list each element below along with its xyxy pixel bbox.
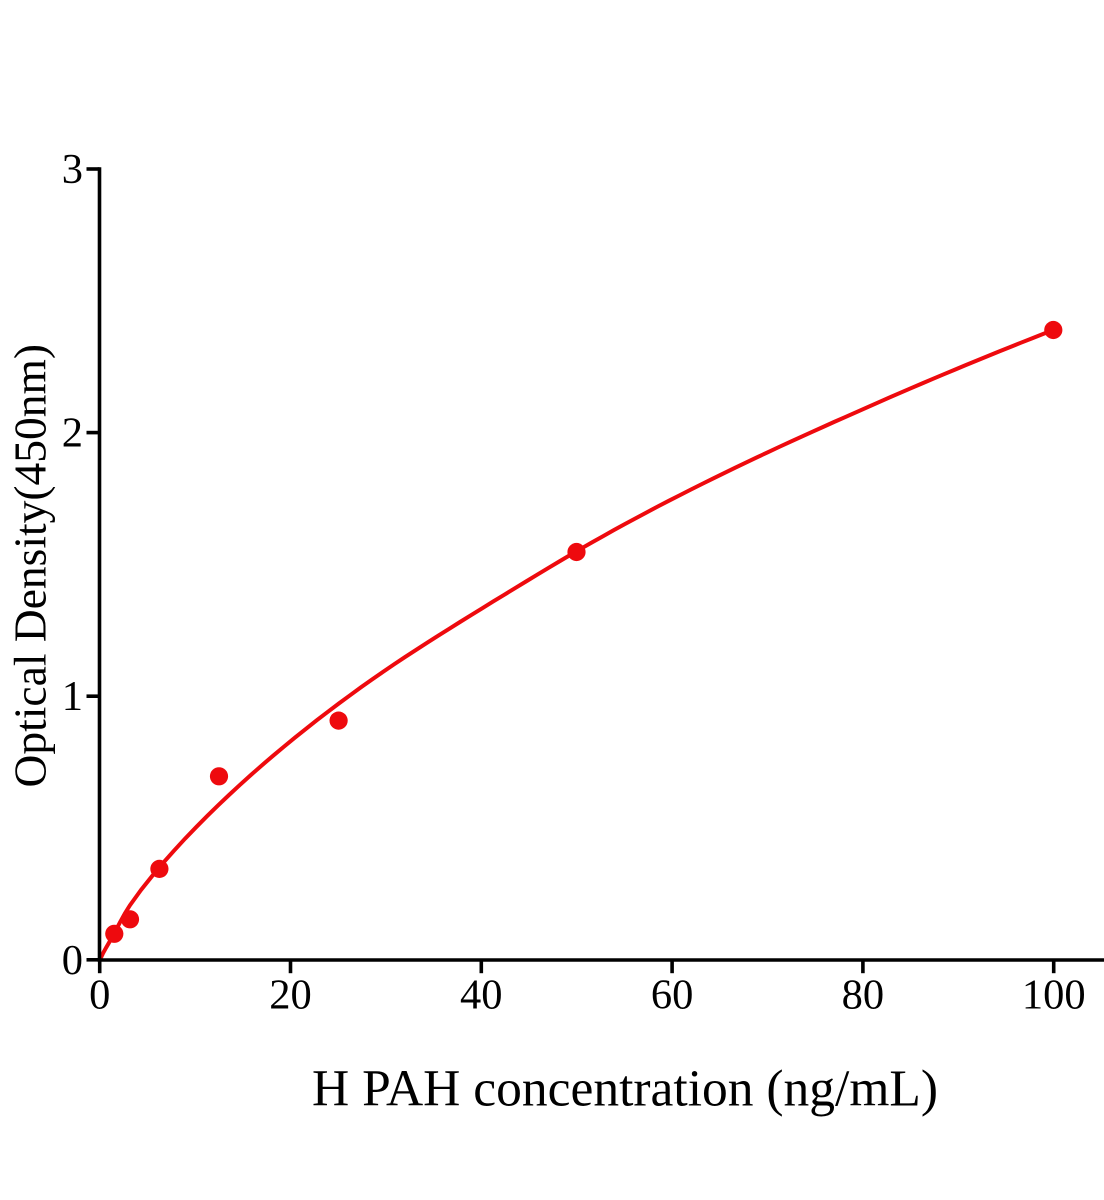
svg-text:100: 100 bbox=[1022, 972, 1086, 1019]
svg-text:60: 60 bbox=[651, 972, 694, 1019]
svg-text:80: 80 bbox=[842, 972, 885, 1019]
svg-text:3: 3 bbox=[62, 146, 83, 193]
svg-text:20: 20 bbox=[269, 972, 312, 1019]
svg-text:2: 2 bbox=[62, 410, 83, 457]
svg-text:Optical Density(450nm): Optical Density(450nm) bbox=[4, 344, 55, 788]
svg-text:40: 40 bbox=[460, 972, 503, 1019]
svg-text:H PAH concentration (ng/mL): H PAH concentration (ng/mL) bbox=[312, 1060, 938, 1117]
svg-text:0: 0 bbox=[62, 937, 83, 984]
svg-text:0: 0 bbox=[89, 972, 110, 1019]
svg-text:1: 1 bbox=[62, 673, 83, 720]
